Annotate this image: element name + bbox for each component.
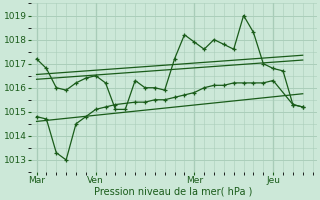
X-axis label: Pression niveau de la mer( hPa ): Pression niveau de la mer( hPa ) xyxy=(94,187,253,197)
